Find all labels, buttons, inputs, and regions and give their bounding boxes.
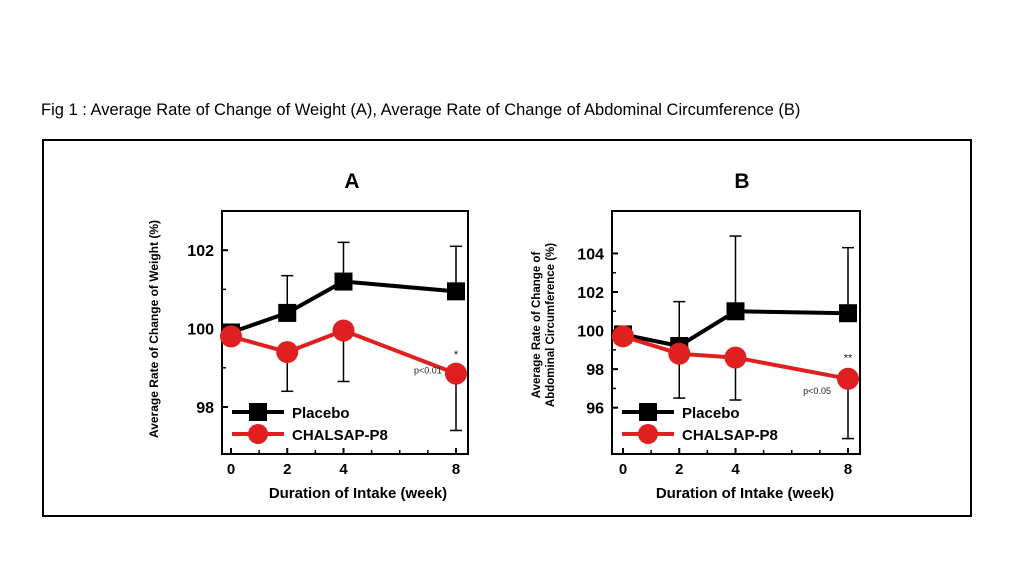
x-tick-label: 0 bbox=[619, 461, 627, 478]
data-point bbox=[724, 346, 747, 369]
x-tick-label: 2 bbox=[283, 461, 291, 478]
x-tick-label: 8 bbox=[844, 461, 852, 478]
y-tick-label: 98 bbox=[196, 400, 214, 417]
significance-mark: ** bbox=[844, 352, 853, 364]
chart-panel-b: B 104 102 100 98 96 0 2 4 8 Duration of Intake (we… bbox=[531, 170, 861, 502]
figure-frame bbox=[42, 139, 972, 517]
y-tick-label: 102 bbox=[577, 285, 604, 302]
p-value-annotation: p<0.01 bbox=[414, 366, 442, 376]
legend-marker bbox=[248, 424, 268, 444]
data-point bbox=[837, 367, 859, 390]
p-value-annotation: p<0.05 bbox=[803, 386, 831, 396]
y-axis-label: Average Rate of Change of Abdominal Circu… bbox=[531, 243, 557, 407]
y-tick-label: 102 bbox=[187, 243, 214, 260]
series-line bbox=[622, 309, 849, 348]
series-chalsap-p8 bbox=[612, 325, 859, 440]
series-line bbox=[230, 279, 457, 335]
y-tick-label: 98 bbox=[586, 362, 604, 379]
panel-label: B bbox=[734, 170, 749, 193]
data-point bbox=[839, 304, 857, 323]
legend-label: CHALSAP-P8 bbox=[292, 427, 388, 444]
y-tick-label: 96 bbox=[586, 401, 604, 418]
legend-label: Placebo bbox=[682, 405, 740, 422]
x-axis-label: Duration of Intake (week) bbox=[656, 485, 834, 502]
y-axis-label: Average Rate of Change of Weight (%) bbox=[147, 220, 161, 438]
data-point bbox=[332, 319, 355, 342]
y-axis-label-line: Abdominal Circumference (%) bbox=[545, 243, 557, 407]
data-point bbox=[447, 282, 465, 301]
series-line bbox=[622, 334, 849, 381]
x-tick-label: 2 bbox=[675, 461, 683, 478]
data-point bbox=[278, 303, 297, 322]
legend: Placebo CHALSAP-P8 bbox=[622, 403, 778, 444]
legend: Placebo CHALSAP-P8 bbox=[232, 403, 388, 444]
x-tick-label: 0 bbox=[227, 461, 235, 478]
data-point bbox=[276, 341, 299, 364]
data-point bbox=[726, 302, 745, 321]
x-tick-label: 4 bbox=[339, 461, 348, 478]
y-axis-label-line: Average Rate of Change of bbox=[531, 252, 543, 399]
figure-title: Fig 1 : Average Rate of Change of Weight… bbox=[41, 101, 801, 119]
series-line bbox=[230, 328, 457, 376]
legend-label: Placebo bbox=[292, 405, 350, 422]
series-chalsap-p8 bbox=[220, 319, 467, 432]
x-axis-label: Duration of Intake (week) bbox=[269, 485, 447, 502]
legend-marker bbox=[249, 403, 267, 421]
data-point bbox=[334, 272, 353, 291]
x-tick-label: 4 bbox=[731, 461, 740, 478]
y-tick-label: 100 bbox=[577, 324, 604, 341]
data-point bbox=[668, 342, 691, 365]
significance-mark: * bbox=[454, 349, 459, 361]
data-point bbox=[612, 325, 634, 348]
y-tick-label: 104 bbox=[577, 246, 604, 263]
series-placebo bbox=[614, 235, 857, 355]
legend-marker bbox=[639, 403, 657, 421]
data-point bbox=[445, 362, 467, 385]
x-tick-label: 8 bbox=[452, 461, 460, 478]
legend-marker bbox=[638, 424, 658, 444]
data-point bbox=[220, 325, 242, 348]
panel-label: A bbox=[344, 170, 359, 193]
legend-label: CHALSAP-P8 bbox=[682, 427, 778, 444]
chart-panel-a: A 102 100 98 0 2 4 8 Duration of Intake (week) Av… bbox=[147, 170, 469, 502]
y-tick-label: 100 bbox=[187, 322, 214, 339]
